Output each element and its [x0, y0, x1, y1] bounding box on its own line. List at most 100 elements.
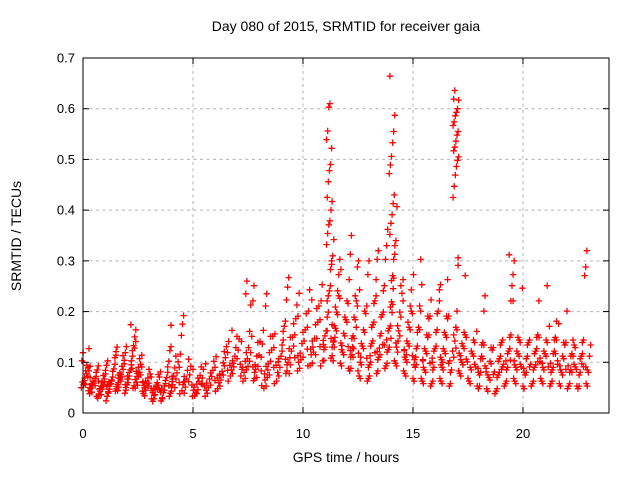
plot-border [82, 57, 610, 414]
scatter-points-column [582, 341, 594, 390]
scatter-points-column [114, 352, 127, 394]
scatter-points-column [432, 286, 445, 382]
scatter-points-column [347, 232, 359, 372]
scatter-points-column [228, 327, 241, 377]
scatter-points-column [253, 338, 265, 389]
chart-title: Day 080 of 2015, SRMTID for receiver gai… [212, 18, 481, 34]
scatter-points-column [499, 336, 511, 387]
scatter-points-column [207, 358, 219, 395]
scatter-points-column [512, 336, 524, 387]
scatter-points [78, 73, 594, 405]
scatter-points-column [412, 256, 425, 382]
x-tick-label: 15 [406, 426, 420, 441]
scatter-points-column [304, 286, 316, 369]
scatter-points-column [539, 282, 551, 387]
y-tick-label: 0 [68, 406, 75, 421]
y-tick-label: 0.1 [57, 355, 75, 370]
y-axis-label: SRMTID / TECUs [8, 181, 24, 291]
scatter-points-column [442, 315, 454, 390]
scatter-points-column [198, 366, 210, 400]
scatter-points-column [154, 373, 166, 404]
scatter-points-column [425, 296, 438, 387]
x-tick-label: 10 [296, 426, 310, 441]
scatter-points-column [479, 292, 491, 392]
scatter-points-column [286, 320, 298, 377]
grid-lines [83, 58, 609, 413]
scatter-points-column [258, 327, 270, 392]
scatter-points-column [578, 247, 591, 387]
scatter-points-column [389, 203, 402, 367]
scatter-points-column [548, 318, 561, 385]
scatter-points-column [409, 271, 421, 385]
scatter-points-column [290, 301, 302, 375]
scatter-points-column [555, 320, 567, 390]
scatter-points-column [180, 356, 192, 397]
scatter-points-column [366, 300, 379, 380]
scatter-points-column [161, 363, 173, 400]
scatter-points-column [340, 297, 352, 372]
scatter-points-column [457, 272, 469, 380]
scatter-points-column [509, 297, 522, 385]
scatter-points-column [266, 333, 278, 387]
y-tick-label: 0.5 [57, 152, 75, 167]
scatter-points-column [532, 297, 544, 382]
scatter-points-column [436, 281, 448, 385]
scatter-points-column [422, 315, 434, 390]
scatter-points-column [572, 344, 584, 392]
scatter-points-column [502, 297, 515, 385]
x-tick-label: 0 [79, 426, 86, 441]
scatter-points-column [459, 331, 472, 382]
scatter-points-column [372, 247, 385, 375]
tick-labels: 0 5 10 15 20 0 0.1 0.2 0.3 0.4 0.5 0.6 0.7 [57, 51, 530, 442]
scatter-points-column [137, 363, 149, 397]
scatter-points-column [249, 282, 262, 382]
scatter-points-column [429, 310, 441, 385]
y-tick-label: 0.7 [57, 51, 75, 66]
scatter-points-column [506, 251, 518, 382]
scatter-points-column [445, 312, 457, 387]
scatter-points-column [369, 276, 381, 377]
scatter-points-column [238, 338, 250, 385]
scatter-points-column [127, 321, 140, 389]
y-tick-label: 0.4 [57, 203, 75, 218]
scatter-points-column [167, 322, 180, 395]
scatter-points-column [349, 257, 362, 375]
scatter-points-column [312, 302, 324, 370]
scatter-points-column [330, 271, 342, 364]
scatter-points-column [392, 282, 405, 370]
scatter-points-column [486, 346, 499, 397]
scatter-points-column [566, 336, 578, 387]
scatter-points-column [336, 266, 348, 370]
x-tick-label: 5 [189, 426, 196, 441]
scatter-points-column [164, 343, 176, 397]
scatter-points-column [383, 277, 395, 367]
scatter-points-column [320, 292, 332, 364]
scatter-points-column [467, 336, 478, 387]
scatter-points-column [379, 226, 392, 370]
y-tick-label: 0.3 [57, 253, 75, 268]
scatter-points-column [453, 262, 466, 377]
scatter-points-column [323, 100, 336, 362]
scatter-points-column [496, 339, 508, 390]
scatter-points-column [220, 343, 232, 385]
scatter-points-column [493, 341, 505, 392]
scatter-points-column [542, 339, 555, 390]
y-tick-label: 0.6 [57, 101, 75, 116]
scatter-points-column [353, 302, 365, 380]
scatter-points-column [246, 333, 258, 384]
y-tick-label: 0.2 [57, 304, 75, 319]
scatter-points-column [490, 344, 502, 395]
scatter-points-column [242, 277, 254, 382]
scatter-points-column [562, 307, 574, 390]
scatter-points-column [294, 290, 307, 372]
scatter-points-column [275, 328, 287, 380]
scatter-points-column [189, 366, 202, 399]
scatter-points-column [278, 323, 291, 377]
scatter-points-column [386, 73, 398, 364]
plot-frame [82, 57, 610, 414]
scatter-points-column [333, 256, 345, 367]
scatter-points-column [402, 286, 415, 380]
scatter-points-column [193, 363, 206, 397]
